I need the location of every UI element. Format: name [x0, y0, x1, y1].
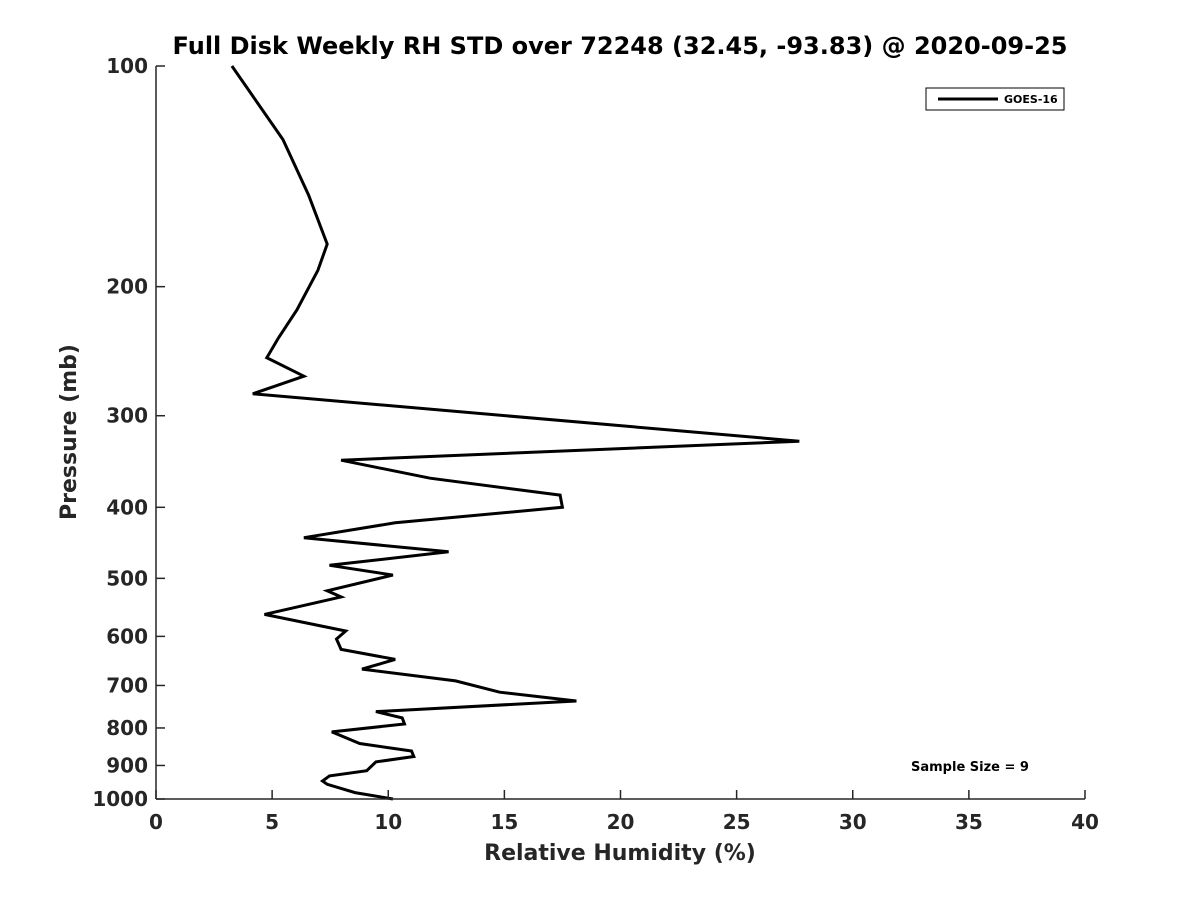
x-tick-label: 25 [723, 810, 751, 834]
x-tick-label: 0 [149, 810, 163, 834]
y-tick-label: 200 [106, 275, 148, 299]
plot-area [230, 65, 800, 801]
y-axis: 100 200 300 400 500 600 700 800 900 1000 [92, 54, 165, 811]
x-axis-label: Relative Humidity (%) [484, 841, 756, 866]
y-tick-label: 400 [106, 495, 148, 519]
x-tick-label: 40 [1071, 810, 1099, 834]
y-tick-label: 300 [106, 404, 148, 428]
chart-title: Full Disk Weekly RH STD over 72248 (32.4… [173, 32, 1068, 60]
x-tick-label: 10 [374, 810, 402, 834]
sample-size-annotation: Sample Size = 9 [911, 760, 1029, 775]
legend-label-goes-16: GOES-16 [1004, 93, 1058, 106]
series-line-goes-16 [230, 65, 800, 801]
x-tick-label: 15 [490, 810, 518, 834]
y-axis-label: Pressure (mb) [57, 344, 82, 520]
y-tick-label: 700 [106, 673, 148, 697]
x-tick-label: 35 [955, 810, 983, 834]
x-axis: 0 5 10 15 20 25 30 35 40 [149, 790, 1099, 834]
legend: GOES-16 [925, 87, 1065, 111]
y-tick-label: 100 [106, 54, 148, 78]
x-tick-label: 30 [839, 810, 867, 834]
y-tick-label: 500 [106, 566, 148, 590]
x-tick-label: 20 [607, 810, 635, 834]
x-tick-label: 5 [265, 810, 279, 834]
y-tick-label: 800 [106, 716, 148, 740]
y-tick-label: 600 [106, 624, 148, 648]
y-tick-label: 900 [106, 753, 148, 777]
y-tick-label: 1000 [92, 787, 148, 811]
